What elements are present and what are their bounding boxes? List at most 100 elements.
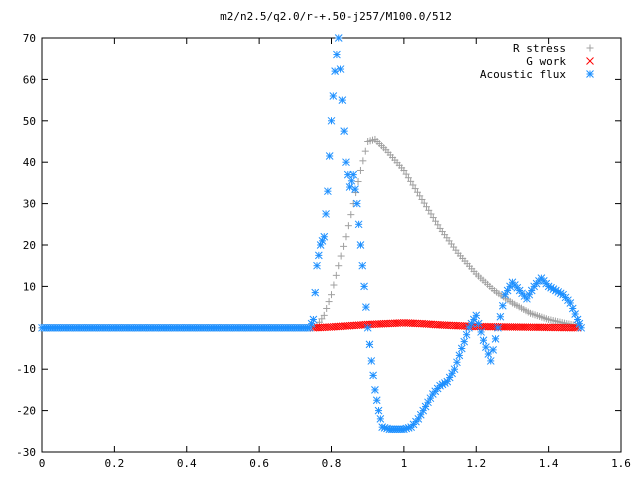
data-point bbox=[369, 371, 377, 380]
data-point bbox=[358, 261, 367, 270]
data-point bbox=[477, 328, 485, 336]
x-tick-label: 0.2 bbox=[104, 457, 124, 470]
data-point bbox=[474, 319, 483, 328]
x-tick-label: 0 bbox=[39, 457, 46, 470]
data-point bbox=[345, 183, 354, 191]
legend-label: R stress bbox=[513, 42, 566, 55]
data-point bbox=[309, 315, 318, 324]
legend-marker bbox=[586, 70, 594, 78]
data-point bbox=[372, 396, 381, 405]
data-point bbox=[420, 199, 428, 207]
data-point bbox=[416, 192, 424, 200]
data-point bbox=[356, 241, 365, 249]
data-point bbox=[323, 304, 331, 312]
data-point bbox=[347, 176, 356, 185]
data-point bbox=[489, 346, 497, 354]
x-tick-label: 0.4 bbox=[177, 457, 197, 470]
data-point bbox=[320, 311, 328, 319]
data-point bbox=[324, 187, 332, 196]
data-point bbox=[573, 315, 582, 324]
data-point bbox=[354, 220, 363, 229]
data-point bbox=[486, 357, 495, 365]
plot-frame bbox=[41, 37, 622, 453]
y-tick-label: 40 bbox=[23, 156, 36, 169]
data-point bbox=[573, 323, 582, 332]
data-point bbox=[491, 334, 500, 343]
data-point bbox=[344, 222, 352, 230]
data-point bbox=[313, 261, 321, 270]
data-point bbox=[432, 217, 440, 225]
data-point bbox=[356, 166, 364, 174]
data-point bbox=[426, 394, 435, 403]
data-point bbox=[338, 96, 347, 104]
data-point bbox=[349, 170, 358, 179]
data-point bbox=[314, 251, 323, 260]
data-point bbox=[325, 298, 333, 306]
chart-title: m2/n2.5/q2.0/r-+.50-j257/M100.0/512 bbox=[220, 10, 452, 23]
data-point bbox=[325, 152, 334, 160]
data-point bbox=[327, 116, 336, 125]
data-point bbox=[577, 323, 586, 332]
y-tick-label: -30 bbox=[16, 446, 36, 459]
data-point bbox=[460, 337, 469, 346]
series-g-work bbox=[309, 318, 582, 332]
data-point bbox=[457, 344, 466, 353]
data-point bbox=[445, 373, 454, 382]
data-point bbox=[340, 127, 349, 136]
data-series bbox=[38, 34, 586, 434]
data-point bbox=[374, 406, 383, 415]
data-point bbox=[352, 199, 361, 208]
data-point bbox=[376, 415, 385, 423]
data-point bbox=[462, 330, 471, 339]
data-point bbox=[422, 203, 430, 211]
data-point bbox=[472, 311, 481, 320]
data-point bbox=[367, 357, 376, 365]
data-point bbox=[411, 185, 419, 193]
data-point bbox=[337, 252, 345, 260]
legend-label: G work bbox=[526, 55, 566, 68]
data-point bbox=[330, 281, 338, 289]
data-point bbox=[360, 282, 368, 291]
data-point bbox=[328, 291, 335, 299]
legend-label: Acoustic flux bbox=[480, 68, 566, 81]
legend-marker bbox=[586, 44, 594, 52]
data-point bbox=[329, 92, 338, 100]
y-tick-label: 70 bbox=[23, 32, 36, 45]
data-point bbox=[343, 170, 352, 179]
data-point bbox=[455, 351, 464, 360]
data-point bbox=[434, 221, 442, 229]
x-tick-label: 0.6 bbox=[249, 457, 269, 470]
data-point bbox=[365, 340, 374, 349]
data-point bbox=[407, 177, 415, 185]
data-point bbox=[362, 303, 370, 311]
axes-ticks: 0 0.2 0.4 0.6 0.8 1 1.2 1.4 1.6 -30 -20 -10 0 10 20 30 4… bbox=[16, 32, 631, 470]
data-point bbox=[418, 195, 426, 203]
y-tick-label: 30 bbox=[23, 198, 36, 211]
data-point bbox=[322, 210, 330, 218]
data-point bbox=[334, 34, 343, 42]
y-tick-label: 60 bbox=[23, 73, 36, 86]
data-point bbox=[575, 319, 584, 328]
x-tick-label: 1.6 bbox=[611, 457, 631, 470]
data-point bbox=[359, 157, 367, 165]
data-point bbox=[402, 170, 410, 178]
data-point bbox=[332, 271, 340, 279]
series-acoustic-flux bbox=[38, 34, 586, 434]
data-point bbox=[496, 312, 505, 321]
legend-marker bbox=[586, 57, 594, 65]
data-point bbox=[342, 158, 350, 167]
data-point bbox=[404, 174, 412, 182]
y-tick-label: -20 bbox=[16, 405, 36, 418]
data-point bbox=[427, 210, 435, 218]
data-point bbox=[354, 178, 362, 186]
data-point bbox=[361, 147, 369, 155]
data-point bbox=[429, 214, 437, 222]
data-point bbox=[320, 232, 329, 241]
data-point bbox=[413, 188, 421, 196]
data-point bbox=[498, 301, 507, 310]
data-point bbox=[479, 336, 488, 345]
data-point bbox=[409, 181, 417, 189]
data-point bbox=[425, 206, 433, 214]
